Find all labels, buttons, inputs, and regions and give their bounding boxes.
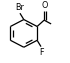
Text: O: O [42, 1, 48, 10]
Text: F: F [39, 48, 44, 57]
Text: Br: Br [15, 3, 24, 12]
